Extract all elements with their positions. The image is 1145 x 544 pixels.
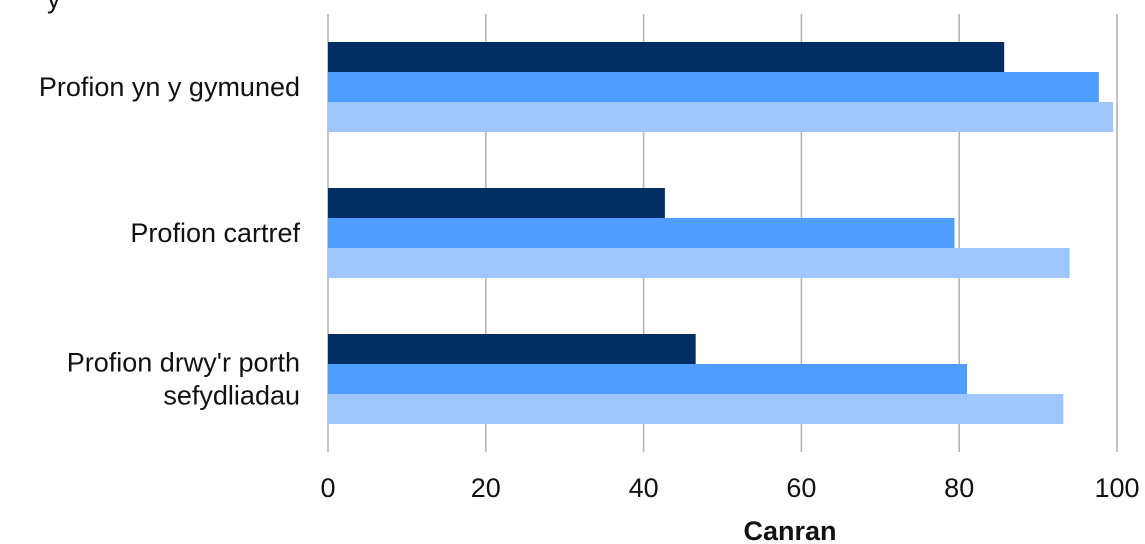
category-label-2-line1: sefydliadau (163, 381, 300, 411)
bar-cat1-series1 (328, 218, 955, 248)
x-axis-title: Canran (743, 516, 836, 544)
x-tick-label-0: 0 (320, 473, 335, 503)
bar-cat0-series2 (328, 102, 1114, 132)
bar-cat1-series2 (328, 248, 1070, 278)
bar-cat0-series1 (328, 72, 1099, 102)
category-labels: Profion yn y gymuned Profion cartref Profi… (39, 72, 301, 411)
bar-cat2-series1 (328, 364, 968, 394)
x-tick-label-4: 80 (944, 473, 974, 503)
bar-cat2-series0 (328, 334, 696, 364)
bar-cat2-series2 (328, 394, 1064, 424)
x-tick-label-2: 40 (629, 473, 659, 503)
x-tick-labels: 0 20 40 60 80 100 (320, 473, 1139, 503)
x-tick-label-5: 100 (1094, 473, 1139, 503)
chart-title-fragment: y (47, 0, 61, 14)
category-label-0: Profion yn y gymuned (39, 72, 300, 102)
x-tick-label-1: 20 (471, 473, 501, 503)
bar-cat0-series0 (328, 42, 1005, 72)
category-label-1: Profion cartref (130, 218, 300, 248)
bar-cat1-series0 (328, 188, 665, 218)
bars (328, 42, 1114, 424)
category-label-2-line0: Profion drwy'r porth (67, 348, 300, 378)
x-tick-label-3: 60 (786, 473, 816, 503)
